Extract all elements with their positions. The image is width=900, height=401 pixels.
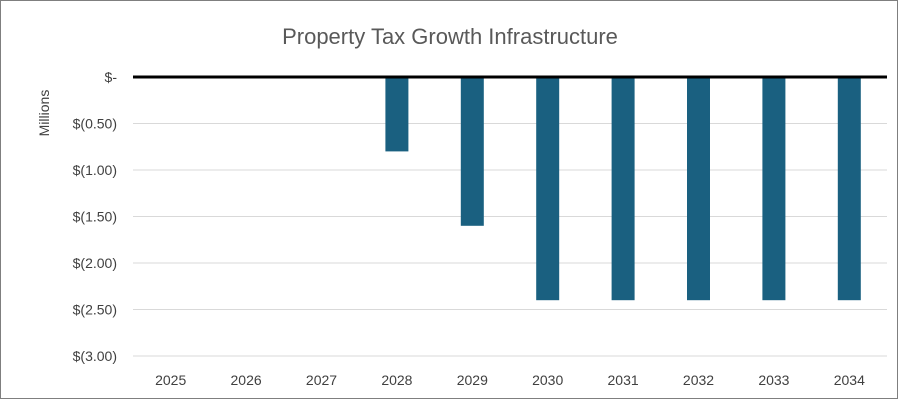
x-tick-label: 2034: [834, 372, 865, 388]
y-tick-label: $(0.50): [73, 116, 117, 132]
y-axis-label: Millions: [36, 90, 52, 137]
bar-2032: [687, 77, 710, 301]
y-tick-label: $(3.00): [73, 348, 117, 364]
x-tick-label: 2028: [381, 372, 412, 388]
bars: [385, 77, 861, 301]
x-tick-label: 2026: [231, 372, 262, 388]
y-tick-label: $-: [105, 69, 118, 85]
bar-2028: [385, 77, 409, 152]
bar-2033: [762, 77, 786, 301]
x-tick-label: 2033: [758, 372, 789, 388]
bar-2029: [460, 77, 484, 226]
y-tick-label: $(2.00): [73, 255, 117, 271]
y-tick-label: $(1.00): [73, 162, 117, 178]
y-tick-label: $(2.50): [73, 302, 117, 318]
x-tick-label: 2032: [683, 372, 714, 388]
axes: $- $(0.50) $(1.00) $(1.50) $(2.00) $(2.50) $(3…: [73, 69, 887, 388]
bar-2031: [611, 77, 635, 301]
x-tick-label: 2030: [532, 372, 563, 388]
bar-2034: [837, 77, 861, 301]
x-tick-label: 2031: [608, 372, 639, 388]
x-tick-label: 2025: [155, 372, 186, 388]
x-tick-label: 2027: [306, 372, 337, 388]
chart-title: Property Tax Growth Infrastructure: [282, 24, 618, 49]
y-tick-label: $(1.50): [73, 209, 117, 225]
gridlines: [133, 123, 887, 357]
x-tick-label: 2029: [457, 372, 488, 388]
bar-2030: [536, 77, 560, 301]
